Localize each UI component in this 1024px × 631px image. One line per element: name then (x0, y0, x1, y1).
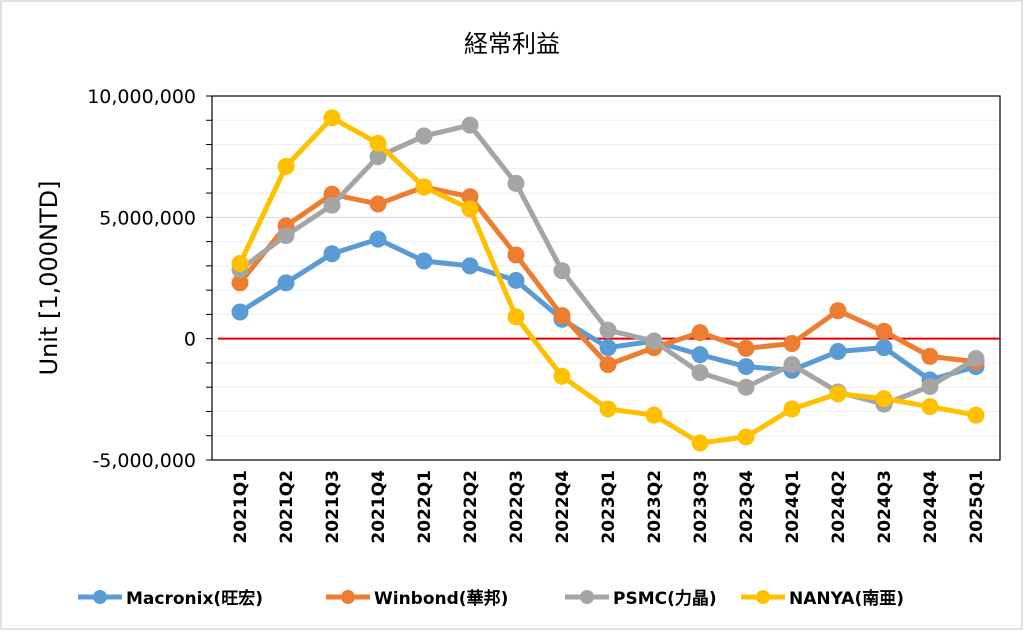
legend-label: Macronix(旺宏) (126, 588, 263, 609)
data-point (921, 377, 939, 395)
data-point (461, 200, 479, 218)
data-point (645, 406, 663, 424)
x-axis: 2021Q1 2021Q2 2021Q3 2021Q4 2022Q1 2022Q2 2022… (231, 470, 987, 544)
data-point (415, 252, 433, 270)
chart-title: 経常利益 (464, 30, 560, 58)
series-group (231, 109, 985, 452)
legend-item: NANYA(南亜) (741, 588, 904, 609)
data-point (231, 274, 249, 292)
x-tick-label: 2021Q4 (369, 470, 389, 544)
data-point (737, 339, 755, 357)
data-point (507, 246, 525, 264)
data-point (967, 350, 985, 368)
y-tick-label: -5,000,000 (92, 450, 196, 472)
data-point (645, 332, 663, 350)
data-point (231, 303, 249, 321)
data-point (691, 324, 709, 342)
x-tick-label: 2022Q4 (553, 470, 573, 544)
y-tick-label: 0 (184, 329, 196, 351)
data-point (323, 245, 341, 263)
y-tick-label: 5,000,000 (99, 207, 196, 229)
data-point (691, 434, 709, 452)
data-point (231, 254, 249, 272)
data-point (829, 385, 847, 403)
data-point (829, 343, 847, 361)
x-tick-label: 2023Q2 (645, 470, 665, 544)
data-point (599, 356, 617, 374)
legend-item: Winbond(華邦) (326, 588, 508, 609)
legend-swatch-marker (341, 590, 355, 604)
data-point (737, 378, 755, 396)
data-point (783, 356, 801, 374)
legend-swatch-marker (756, 590, 770, 604)
data-point (553, 262, 571, 280)
data-point (691, 364, 709, 382)
x-tick-label: 2025Q1 (967, 470, 987, 544)
y-tick-label: 10,000,000 (87, 86, 196, 108)
x-tick-label: 2024Q4 (921, 470, 941, 544)
x-tick-label: 2023Q4 (737, 470, 757, 544)
data-point (323, 196, 341, 214)
x-tick-label: 2021Q1 (231, 470, 251, 544)
x-tick-label: 2022Q3 (507, 470, 527, 544)
data-point (829, 302, 847, 320)
data-point (277, 157, 295, 175)
data-point (553, 367, 571, 385)
data-point (875, 390, 893, 408)
legend-item: PSMC(力晶) (565, 588, 717, 609)
data-point (415, 127, 433, 145)
x-tick-label: 2021Q3 (323, 470, 343, 544)
data-point (737, 358, 755, 376)
series-0 (231, 230, 985, 389)
series-3 (231, 109, 985, 452)
data-point (507, 174, 525, 192)
data-point (599, 400, 617, 418)
data-point (783, 335, 801, 353)
data-point (461, 257, 479, 275)
data-point (921, 398, 939, 416)
data-point (737, 428, 755, 446)
data-point (461, 116, 479, 134)
data-point (875, 322, 893, 340)
x-tick-label: 2022Q1 (415, 470, 435, 544)
data-point (691, 346, 709, 364)
data-point (599, 339, 617, 357)
y-axis: 10,000,000 5,000,000 0 -5,000,000 (87, 86, 196, 472)
x-tick-label: 2021Q2 (277, 470, 297, 544)
data-point (461, 188, 479, 206)
data-point (507, 271, 525, 289)
data-point (415, 178, 433, 196)
data-point (369, 134, 387, 152)
data-point (921, 347, 939, 365)
x-tick-label: 2023Q1 (599, 470, 619, 544)
legend-label: NANYA(南亜) (789, 588, 904, 609)
data-point (507, 308, 525, 326)
data-point (277, 227, 295, 245)
data-point (599, 321, 617, 339)
data-point (875, 339, 893, 357)
y-axis-label: Unit [1,000NTD] (35, 180, 63, 375)
x-tick-label: 2022Q2 (461, 470, 481, 544)
legend-label: Winbond(華邦) (374, 588, 508, 609)
data-point (783, 400, 801, 418)
x-tick-label: 2024Q1 (783, 470, 803, 544)
legend-swatch-marker (580, 590, 594, 604)
data-point (967, 406, 985, 424)
data-point (369, 148, 387, 166)
x-tick-label: 2023Q3 (691, 470, 711, 544)
x-tick-label: 2024Q3 (875, 470, 895, 544)
data-point (553, 307, 571, 325)
data-point (323, 109, 341, 127)
legend-swatch-marker (93, 590, 107, 604)
data-point (369, 195, 387, 213)
x-tick-label: 2024Q2 (829, 470, 849, 544)
data-point (277, 274, 295, 292)
legend-item: Macronix(旺宏) (78, 588, 263, 609)
plot-area-border (211, 95, 1001, 461)
data-point (369, 230, 387, 248)
legend-label: PSMC(力晶) (613, 588, 717, 609)
legend: Macronix(旺宏) Winbond(華邦) PSMC(力晶) NANYA(南亜) (78, 588, 904, 609)
